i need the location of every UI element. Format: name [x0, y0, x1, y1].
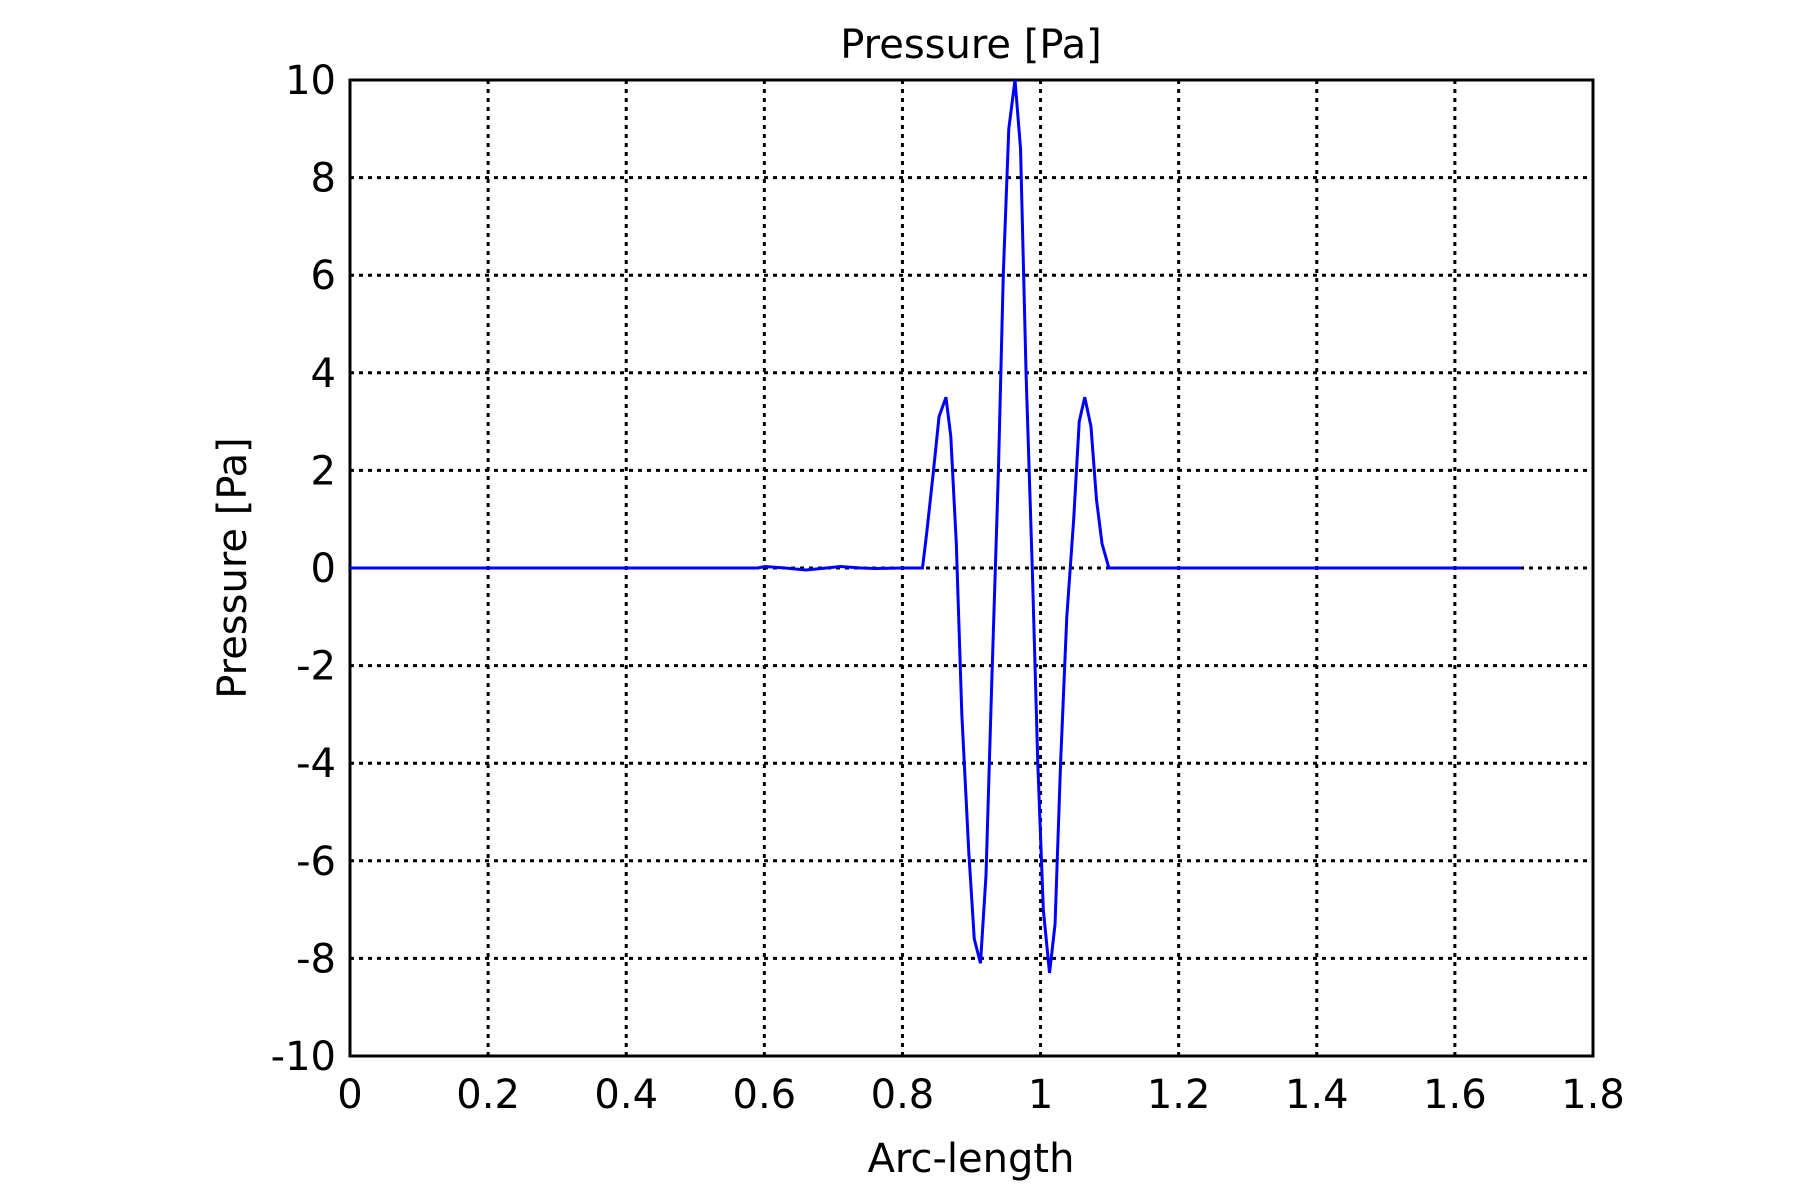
y-tick-label: 4 [311, 351, 336, 397]
y-tick-label: -6 [296, 839, 336, 885]
x-tick-label: 0.8 [871, 1072, 935, 1118]
y-tick-label: 0 [311, 546, 336, 592]
y-tick-labels: 10 8 6 4 2 0 -2 -4 -6 -8 -10 [271, 58, 336, 1080]
y-tick-label: -8 [296, 936, 336, 982]
y-tick-label: -10 [271, 1034, 336, 1080]
y-tick-label: 8 [311, 156, 336, 202]
y-tick-label: -4 [296, 741, 336, 787]
y-axis-label: Pressure [Pa] [210, 437, 256, 699]
x-tick-label: 0 [337, 1072, 362, 1118]
y-tick-label: -2 [296, 644, 336, 690]
chart-title: Pressure [Pa] [840, 22, 1102, 68]
x-tick-label: 1.6 [1423, 1072, 1487, 1118]
y-tick-label: 2 [311, 448, 336, 494]
y-tick-label: 10 [285, 58, 336, 104]
x-tick-label: 0.6 [733, 1072, 797, 1118]
x-tick-label: 0.2 [456, 1072, 520, 1118]
y-tick-label: 6 [311, 253, 336, 299]
x-tick-label: 1.8 [1561, 1072, 1625, 1118]
pressure-line [350, 79, 1522, 974]
x-tick-label: 1.4 [1285, 1072, 1349, 1118]
x-tick-label: 0.4 [594, 1072, 658, 1118]
x-tick-label: 1.2 [1147, 1072, 1211, 1118]
x-axis-label: Arc-length [868, 1136, 1075, 1182]
x-tick-labels: 0 0.2 0.4 0.6 0.8 1 1.2 1.4 1.6 1.8 [337, 1072, 1625, 1118]
x-tick-label: 1 [1028, 1072, 1053, 1118]
series-layer [350, 79, 1522, 974]
